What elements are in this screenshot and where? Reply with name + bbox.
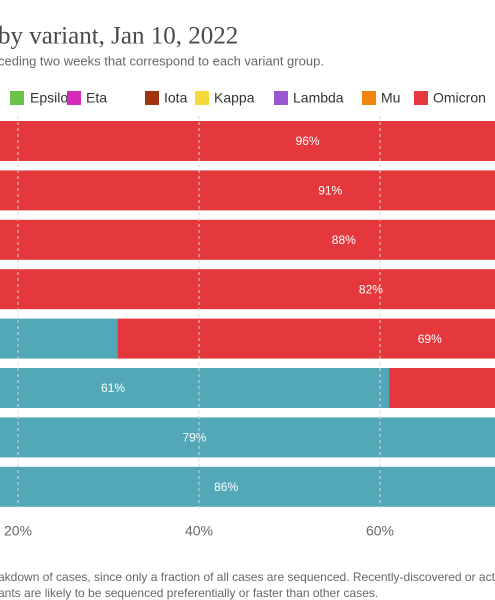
legend-label: Lambda (293, 90, 344, 106)
legend-swatch (414, 91, 428, 105)
bar-segment (0, 368, 390, 408)
data-label: 61% (101, 381, 125, 395)
bar-segment (0, 269, 495, 310)
bar-segment (0, 318, 118, 359)
x-tick-label: 40% (185, 523, 213, 539)
bar-segment (389, 368, 495, 408)
bar-segment (0, 219, 495, 260)
legend-label: Omicron (433, 90, 486, 106)
legend-label: Mu (381, 90, 400, 106)
x-tick-label: 20% (4, 523, 32, 539)
data-label: 86% (214, 480, 238, 494)
data-label: 79% (182, 431, 206, 445)
data-label: 88% (332, 233, 356, 247)
legend-label: Iota (164, 90, 188, 106)
bar-segment (117, 318, 495, 359)
data-label: 69% (418, 332, 442, 346)
legend-swatch (274, 91, 288, 105)
bar-segment (0, 417, 495, 458)
x-tick-label: 60% (366, 523, 394, 539)
bar-segment (0, 170, 495, 211)
legend-label: Kappa (214, 90, 255, 106)
note: ants are likely to be sequenced preferen… (0, 586, 378, 600)
bar-segment (0, 466, 495, 507)
legend-swatch (10, 91, 24, 105)
legend-label: Epsilon (30, 90, 76, 106)
bar-segment (0, 121, 495, 161)
data-label: 82% (359, 282, 383, 296)
legend-swatch (362, 91, 376, 105)
data-label: 96% (296, 134, 320, 148)
note: akdown of cases, since only a fraction o… (0, 570, 495, 584)
legend-swatch (145, 91, 159, 105)
legend-swatch (195, 91, 209, 105)
chart-subtitle: ceding two weeks that correspond to each… (0, 53, 324, 68)
data-label: 91% (318, 184, 342, 198)
legend-label: Eta (86, 90, 107, 106)
chart-title: by variant, Jan 10, 2022 (0, 23, 238, 50)
legend-swatch (67, 91, 81, 105)
